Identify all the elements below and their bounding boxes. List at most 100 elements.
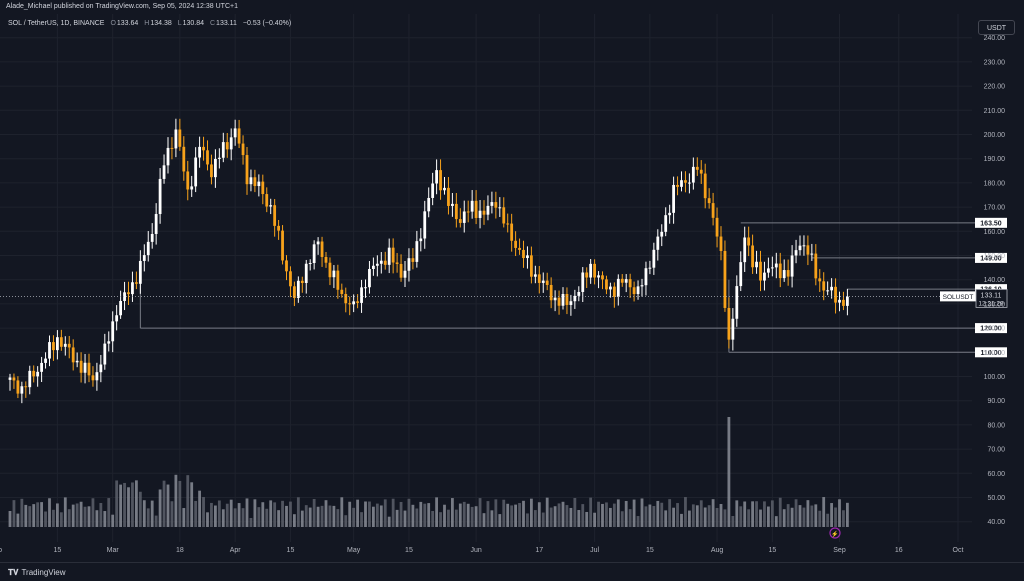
volume-bar xyxy=(178,480,182,527)
volume-bar xyxy=(676,503,679,527)
volume-bar xyxy=(71,504,75,527)
candle-body xyxy=(628,279,632,288)
level-price-label: 120.00 xyxy=(980,326,1002,333)
volume-bar xyxy=(233,508,237,527)
candle-body xyxy=(577,291,581,296)
volume-bar xyxy=(786,504,790,527)
volume-bar xyxy=(123,482,126,527)
volume-bar xyxy=(56,503,59,527)
volume-bar xyxy=(652,506,656,527)
time-tick-label: Mar xyxy=(107,547,120,554)
volume-bar xyxy=(91,498,95,527)
currency-button[interactable]: USDT xyxy=(978,20,1015,35)
symbol-legend[interactable]: SOL / TetherUS, 1D, BINANCE O133.64 H134… xyxy=(8,20,295,27)
candle-body xyxy=(328,262,332,278)
candle-body xyxy=(774,263,778,268)
candle-body xyxy=(308,263,312,265)
volume-bar xyxy=(589,497,593,527)
candle-body xyxy=(707,198,711,204)
candle-body xyxy=(786,270,790,277)
volume-bar xyxy=(530,498,533,527)
candle-body xyxy=(802,245,806,247)
symbol-name: SOL / TetherUS, 1D, BINANCE xyxy=(8,20,105,27)
volume-bar xyxy=(557,503,561,527)
candle-body xyxy=(142,255,146,261)
candle-body xyxy=(431,183,435,198)
price-tick-label: 60.00 xyxy=(987,471,1005,478)
volume-bar xyxy=(533,510,537,527)
candle-body xyxy=(514,240,517,248)
candle-body xyxy=(83,362,87,373)
volume-bar xyxy=(628,509,632,527)
volume-bar xyxy=(364,501,367,527)
close-value: 133.11 xyxy=(216,20,237,27)
price-tick-label: 190.00 xyxy=(984,156,1006,163)
volume-bar xyxy=(119,484,122,527)
volume-bar xyxy=(454,509,458,527)
lightning-glyph: ⚡ xyxy=(831,530,838,538)
time-tick-label: Apr xyxy=(230,547,242,554)
volume-bar xyxy=(59,512,63,527)
volume-bar xyxy=(202,497,205,527)
candle-body xyxy=(20,386,24,394)
volume-bar xyxy=(462,501,466,527)
volume-bar xyxy=(379,505,383,527)
candle-body xyxy=(415,241,419,262)
high-value: 134.38 xyxy=(150,20,172,27)
candle-body xyxy=(269,205,273,207)
volume-bar xyxy=(632,499,636,527)
price-axis[interactable]: 240.00 230.00 220.00 210.00 200.00 190.00 180.… xyxy=(984,35,1006,526)
candle-body xyxy=(217,157,221,159)
volume-bar xyxy=(63,497,67,527)
volume-bar xyxy=(573,498,577,527)
price-tick-label: 220.00 xyxy=(984,84,1006,91)
volume-bar xyxy=(605,502,608,527)
volume-bar xyxy=(616,499,620,527)
time-axis[interactable]: eb 15 Mar 18 Apr 15 May 15 Jun 17 Jul 15 Aug 15 Sep 16 O… xyxy=(0,547,963,554)
candle-body xyxy=(103,343,107,365)
volume-bar xyxy=(585,511,589,527)
price-tick-label: 130.00 xyxy=(984,301,1006,308)
volume-bar xyxy=(790,507,794,527)
candle-body xyxy=(763,272,766,281)
candle-body xyxy=(502,207,506,224)
time-tick-label: Sep xyxy=(833,547,846,554)
time-tick-label: 15 xyxy=(768,547,776,554)
candle-body xyxy=(731,318,735,340)
candle-body xyxy=(435,170,438,184)
candle-body xyxy=(379,260,383,264)
candle-body xyxy=(32,370,36,377)
volume-bar xyxy=(636,516,640,527)
volume-bar xyxy=(518,503,521,527)
volume-bar xyxy=(8,511,12,527)
volume-bar xyxy=(368,501,371,527)
candle-body xyxy=(545,280,549,285)
volume-bar xyxy=(127,487,130,527)
volume-bar xyxy=(711,499,715,527)
volume-bar xyxy=(664,510,668,527)
volume-bar xyxy=(778,497,782,527)
volume-bar xyxy=(514,504,517,527)
volume-bar xyxy=(581,504,585,527)
candle-body xyxy=(257,181,261,187)
tradingview-logo[interactable]: 𝐓𝐕 TradingView xyxy=(8,568,66,578)
candle-body xyxy=(624,279,628,283)
candle-body xyxy=(261,181,265,195)
volume-histogram xyxy=(8,417,849,527)
candle-body xyxy=(135,282,138,284)
candle-body xyxy=(569,301,573,305)
lightning-icon[interactable] xyxy=(829,527,841,539)
volume-bar xyxy=(727,417,731,527)
volume-bar xyxy=(150,500,154,527)
volume-bar xyxy=(190,482,194,527)
candle-body xyxy=(664,215,668,232)
candle-body xyxy=(253,177,257,187)
volume-bar xyxy=(782,509,786,527)
candle-body xyxy=(644,268,648,286)
candle-body xyxy=(498,207,502,209)
candle-body xyxy=(715,217,719,237)
candle-body xyxy=(423,211,427,239)
volume-bar xyxy=(806,500,810,527)
price-tick-label: 50.00 xyxy=(987,495,1005,502)
